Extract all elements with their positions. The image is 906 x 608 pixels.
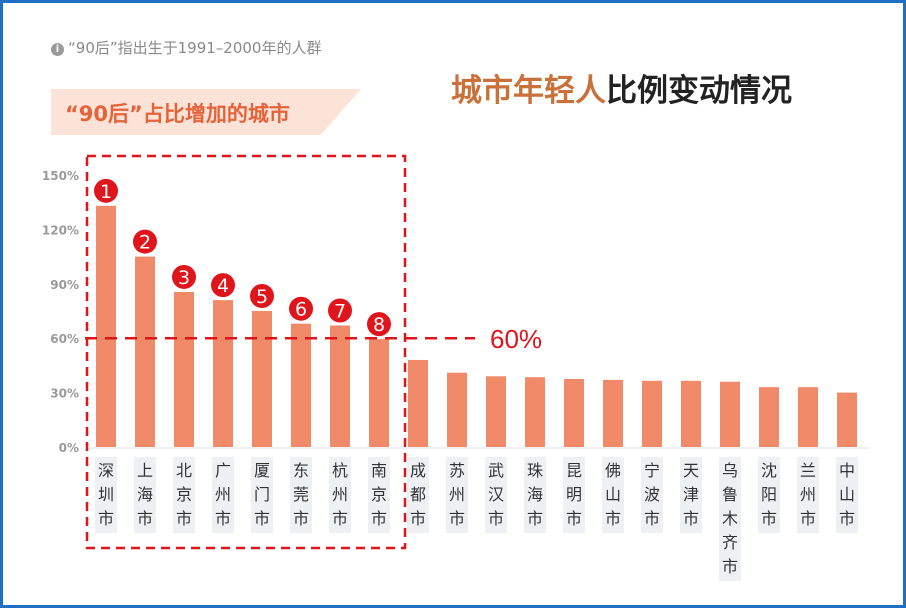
- bar: [759, 387, 779, 447]
- bar: [174, 291, 194, 447]
- category-label: 宁波市: [641, 457, 663, 533]
- rank-number: 4: [217, 275, 229, 297]
- y-tick-label: 90%: [50, 278, 79, 292]
- rank-badge: [289, 296, 313, 321]
- rank-badge: [328, 298, 352, 323]
- category-label: 广州市: [212, 457, 234, 533]
- category-label: 东莞市: [290, 457, 312, 533]
- rank-badge: [250, 284, 274, 308]
- category-label: 苏州市: [446, 457, 468, 533]
- rank-badge: [94, 178, 118, 203]
- category-label: 深圳市: [95, 457, 117, 533]
- category-label: 中山市: [836, 457, 858, 533]
- category-label: 成都市: [407, 457, 429, 533]
- category-label: 乌鲁木齐市: [719, 457, 741, 581]
- rank-number: 6: [295, 299, 307, 321]
- bar: [408, 359, 428, 447]
- footnote-text: “90后”指出生于1991–2000年的人群: [68, 39, 322, 57]
- rank-badge: [367, 312, 391, 337]
- category-label: 上海市: [134, 457, 156, 533]
- bar: [252, 311, 272, 447]
- category-label: 佛山市: [602, 457, 624, 533]
- bar: [135, 256, 155, 447]
- rank-badge: [133, 229, 157, 254]
- bar: [330, 325, 350, 447]
- title-highlight: 城市年轻人: [451, 73, 606, 109]
- y-tick-label: 30%: [50, 387, 79, 401]
- info-icon: i: [51, 43, 64, 56]
- category-label: 南京市: [368, 457, 390, 533]
- bar: [96, 205, 116, 447]
- subtitle-text: “90后”占比增加的城市: [65, 102, 290, 126]
- rank-badge: [211, 273, 235, 298]
- category-label: 武汉市: [485, 457, 507, 533]
- rank-number: 1: [100, 181, 112, 203]
- category-label: 珠海市: [524, 457, 546, 533]
- category-label: 杭州市: [329, 457, 351, 533]
- bar: [642, 380, 662, 447]
- rank-number: 5: [256, 286, 268, 308]
- rank-number: 3: [178, 267, 190, 289]
- reference-line-label: 60%: [490, 324, 542, 354]
- subtitle-banner: “90后”占比增加的城市: [51, 89, 361, 135]
- bar: [564, 379, 584, 447]
- bar: [447, 372, 467, 447]
- bar-chart: 0% 30% 60% 90% 120% 150% 1 2 3 4 5 6 7 8 60%: [42, 154, 869, 550]
- bar: [681, 380, 701, 447]
- rank-badge: [172, 264, 196, 289]
- category-label: 厦门市: [251, 457, 273, 533]
- chart-title: 城市年轻人比例变动情况: [451, 65, 792, 110]
- bar: [369, 339, 389, 447]
- bar: [213, 300, 233, 447]
- rank-number: 8: [373, 314, 385, 336]
- footnote: i “90后”指出生于1991–2000年的人群: [51, 37, 321, 58]
- rank-number: 7: [334, 301, 346, 323]
- rank-number: 2: [139, 232, 151, 254]
- bar: [720, 381, 740, 447]
- bar: [798, 387, 818, 447]
- top8-highlight-box: [85, 154, 407, 550]
- category-label: 兰州市: [797, 457, 819, 533]
- category-label: 沈阳市: [758, 457, 780, 533]
- bar: [603, 379, 623, 447]
- y-tick-label: 120%: [42, 223, 79, 237]
- y-tick-label: 150%: [42, 169, 79, 183]
- category-label: 北京市: [173, 457, 195, 533]
- bar: [525, 377, 545, 447]
- title-rest: 比例变动情况: [606, 73, 792, 109]
- y-tick-label: 0%: [59, 441, 79, 455]
- bar: [486, 376, 506, 447]
- bar: [837, 392, 857, 447]
- y-tick-label: 60%: [50, 332, 79, 346]
- category-label: 天津市: [680, 457, 702, 533]
- category-label: 昆明市: [563, 457, 585, 533]
- bar: [291, 323, 311, 447]
